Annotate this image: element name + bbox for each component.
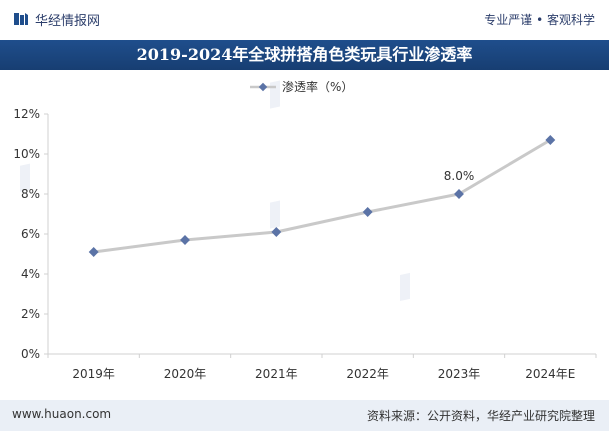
data-label: 8.0% [444, 169, 475, 183]
data-point [362, 207, 373, 217]
data-point [271, 227, 282, 237]
y-tick-label: 12% [13, 107, 40, 121]
legend-label: 渗透率（%） [282, 79, 353, 94]
watermark-mark [270, 80, 280, 109]
x-tick-label: 2020年 [164, 367, 207, 381]
slogan: 专业严谨 • 客观科学 [484, 13, 595, 27]
y-tick-label: 6% [21, 227, 40, 241]
chart-title: 2019-2024年全球拼搭角色类玩具行业渗透率 [0, 40, 609, 70]
data-point [88, 247, 99, 257]
logo-icon [14, 13, 28, 25]
series-line [93, 138, 552, 254]
y-tick-label: 8% [21, 187, 40, 201]
y-tick-label: 0% [21, 347, 40, 361]
top-bar: 华经情报网 专业严谨 • 客观科学 [0, 0, 609, 40]
legend-marker-swatch [258, 82, 268, 92]
x-tick-label: 2019年 [72, 367, 115, 381]
watermark-mark [400, 272, 410, 301]
brand-name: 华经情报网 [35, 14, 101, 29]
y-tick-label: 4% [21, 267, 40, 281]
x-tick-label: 2024年E [525, 367, 575, 381]
watermark-mark [20, 163, 30, 192]
x-tick-label: 2021年 [255, 367, 298, 381]
source-note: 资料来源：公开资料，华经产业研究院整理 [366, 409, 595, 423]
data-point [545, 135, 556, 145]
data-point [180, 235, 190, 245]
line-chart: 渗透率（%） 0% 2% 4% 6% 8% 10% 12% 2019年 2020年 2021年 202… [13, 79, 597, 381]
watermark-mark [270, 200, 280, 229]
x-tick-label: 2022年 [346, 367, 389, 381]
y-tick-label: 10% [13, 147, 40, 161]
data-point [454, 189, 464, 199]
x-tick-label: 2023年 [438, 367, 481, 381]
footer-bar: www.huaon.com 资料来源：公开资料，华经产业研究院整理 [0, 400, 609, 431]
website-url: www.huaon.com [12, 407, 112, 421]
y-tick-label: 2% [21, 307, 40, 321]
